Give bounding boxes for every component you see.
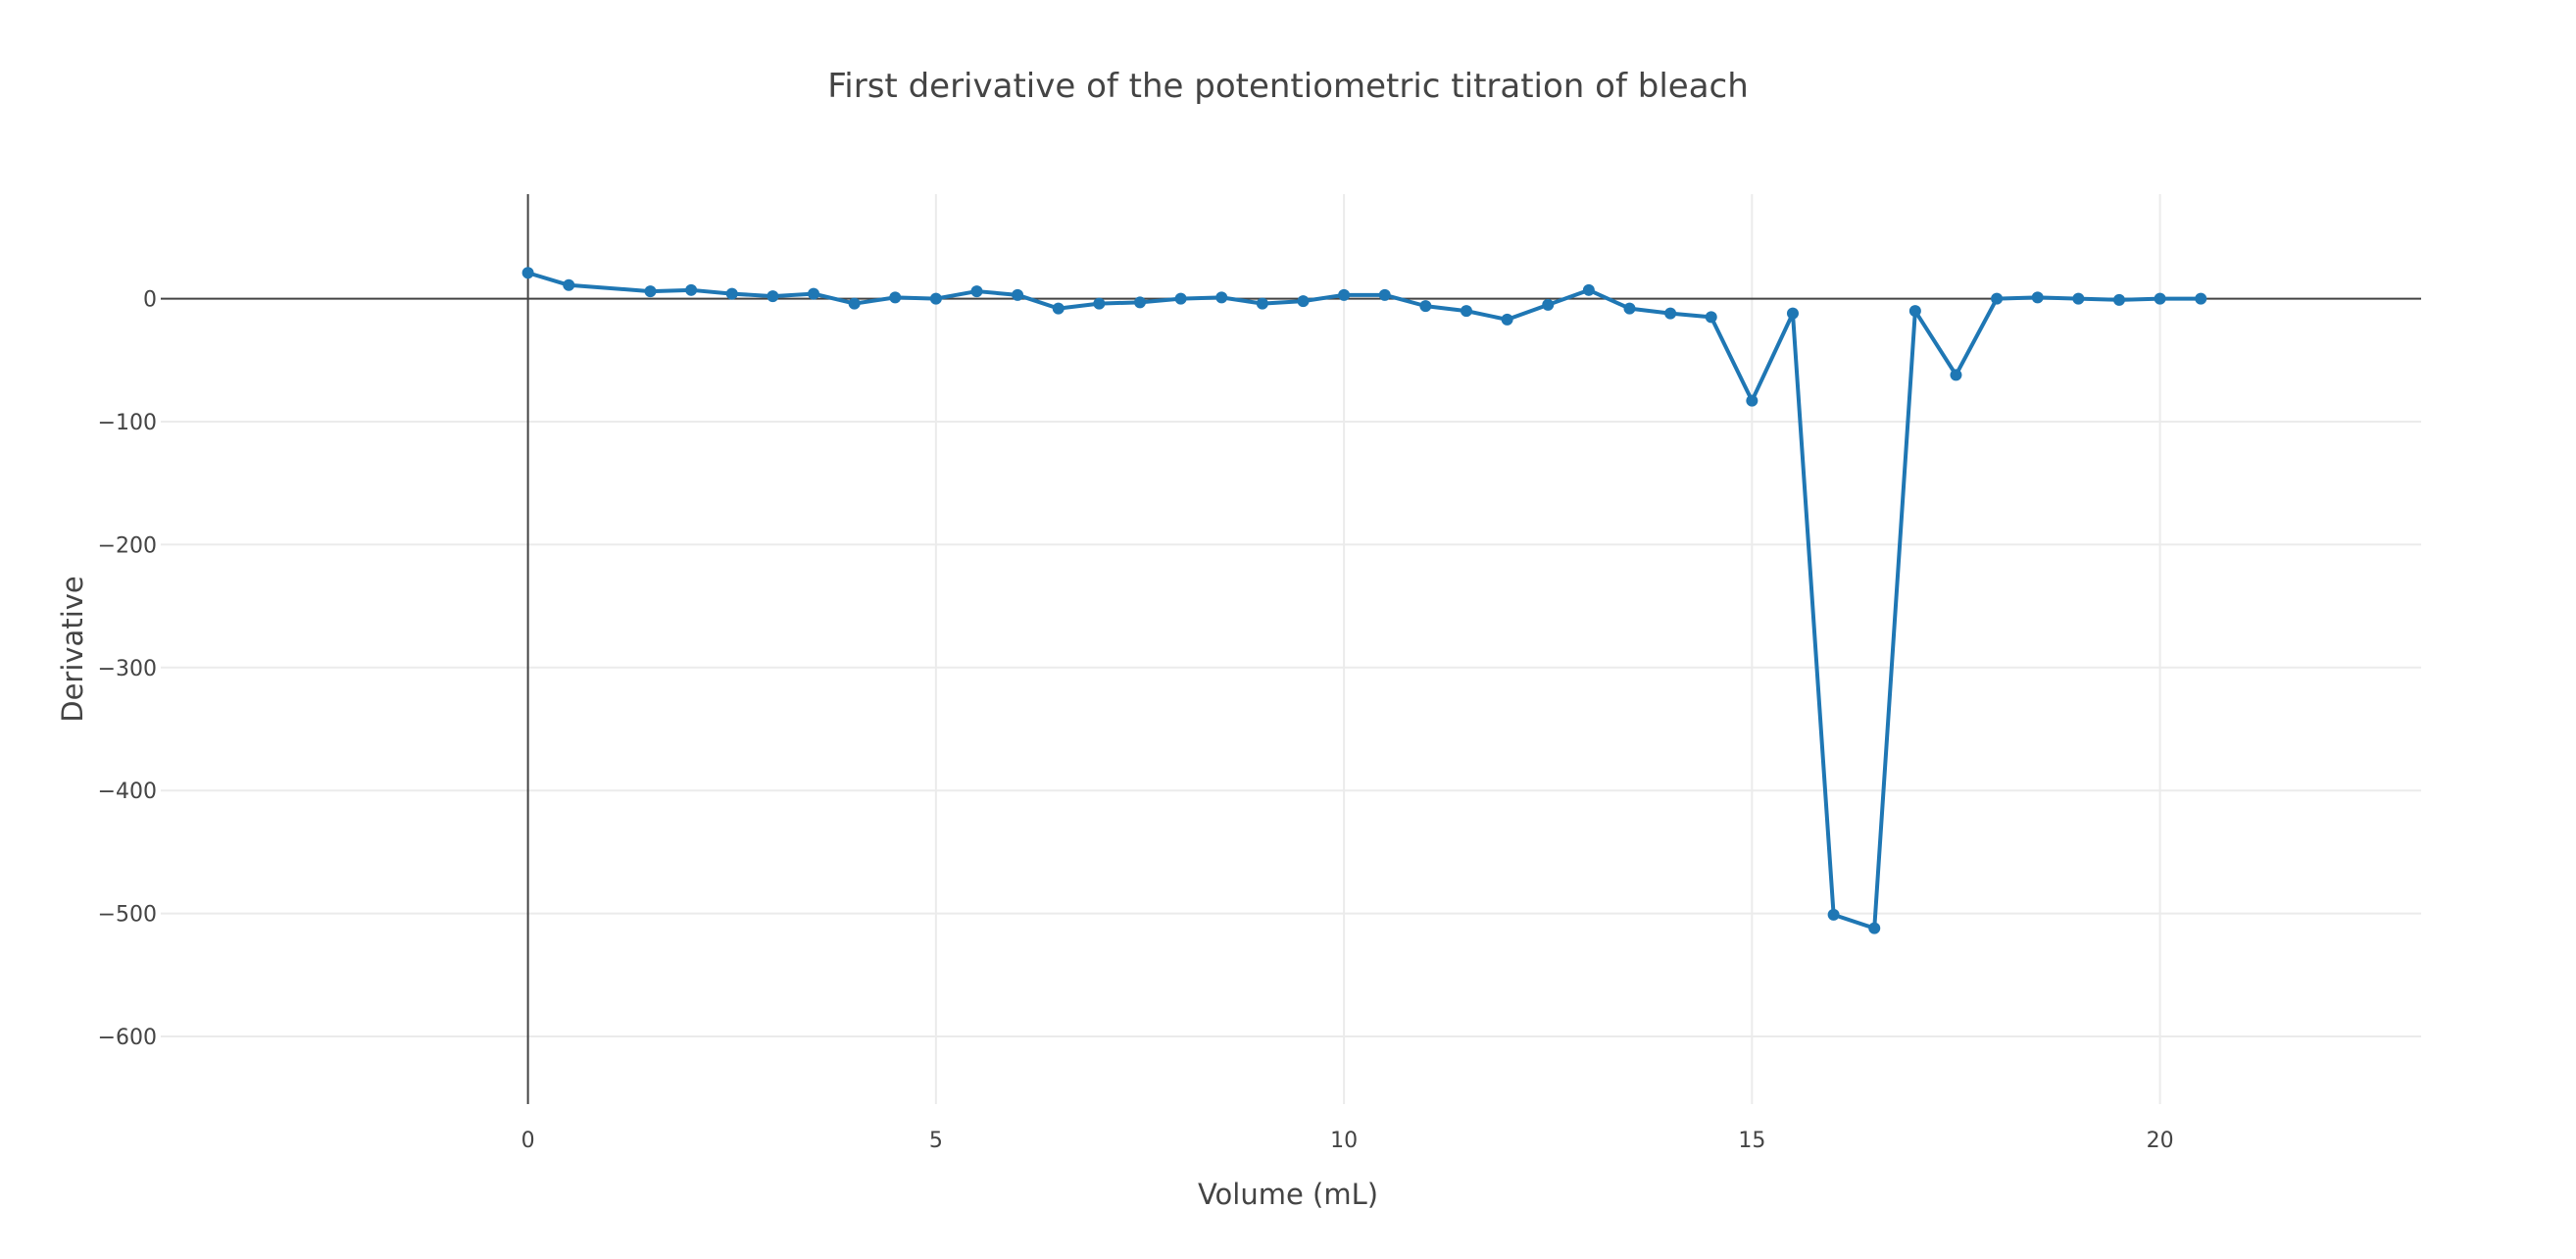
data-point: [1052, 302, 1065, 315]
data-point: [1705, 311, 1717, 324]
x-tick-label: 5: [929, 1129, 943, 1153]
data-point: [1419, 300, 1432, 313]
data-point: [2031, 291, 2044, 304]
x-tick-label: 0: [521, 1129, 535, 1153]
y-tick-label: −300: [98, 657, 157, 681]
y-tick-label: 0: [143, 288, 157, 313]
data-point: [1950, 369, 1962, 381]
data-point: [1623, 302, 1636, 315]
data-point: [1338, 288, 1351, 301]
x-tick-label: 15: [1738, 1129, 1765, 1153]
x-tick-label: 20: [2147, 1129, 2174, 1153]
gridlines: [161, 194, 2421, 1104]
tick-labels: 0 5 10 15 20 0 −100 −200 −300 −400 −500 −600: [98, 288, 2174, 1153]
x-tick-label: 10: [1330, 1129, 1358, 1153]
data-point: [1746, 394, 1759, 407]
data-point: [685, 283, 698, 296]
data-point: [1460, 305, 1472, 318]
data-point: [1297, 295, 1310, 308]
y-axis-title: Derivative: [56, 576, 89, 723]
chart-title: First derivative of the potentiometric t…: [827, 67, 1749, 106]
data-point: [1256, 297, 1268, 310]
data-point: [848, 297, 861, 310]
data-point: [2072, 292, 2085, 305]
data-point: [1174, 292, 1187, 305]
data-point: [1868, 922, 1881, 934]
data-point: [725, 287, 738, 300]
data-point: [1501, 313, 1513, 326]
y-tick-label: −400: [98, 780, 157, 804]
y-tick-label: −200: [98, 533, 157, 558]
data-point: [1664, 307, 1677, 320]
y-tick-label: −100: [98, 411, 157, 435]
data-point: [2195, 292, 2207, 305]
data-point: [2112, 293, 2125, 306]
data-point: [521, 267, 534, 279]
data-point: [1991, 292, 2004, 305]
data-point: [2154, 292, 2166, 305]
data-point: [929, 292, 942, 305]
data-point: [644, 285, 657, 298]
data-point: [1215, 291, 1228, 304]
data-point: [1378, 288, 1391, 301]
data-point: [1786, 307, 1799, 320]
x-axis-title: Volume (mL): [1198, 1178, 1378, 1211]
data-point: [1012, 288, 1024, 301]
data-point: [1542, 298, 1555, 311]
data-point: [767, 290, 779, 303]
y-tick-label: −600: [98, 1026, 157, 1050]
data-point: [563, 278, 575, 291]
data-point: [1093, 297, 1106, 310]
data-point: [1133, 296, 1146, 309]
data-point: [807, 287, 819, 300]
series: [521, 267, 2207, 934]
data-point: [1582, 283, 1595, 296]
data-point: [1908, 305, 1921, 318]
data-point: [970, 285, 983, 298]
data-point: [889, 291, 902, 304]
y-tick-label: −500: [98, 903, 157, 928]
data-point: [1827, 908, 1840, 921]
